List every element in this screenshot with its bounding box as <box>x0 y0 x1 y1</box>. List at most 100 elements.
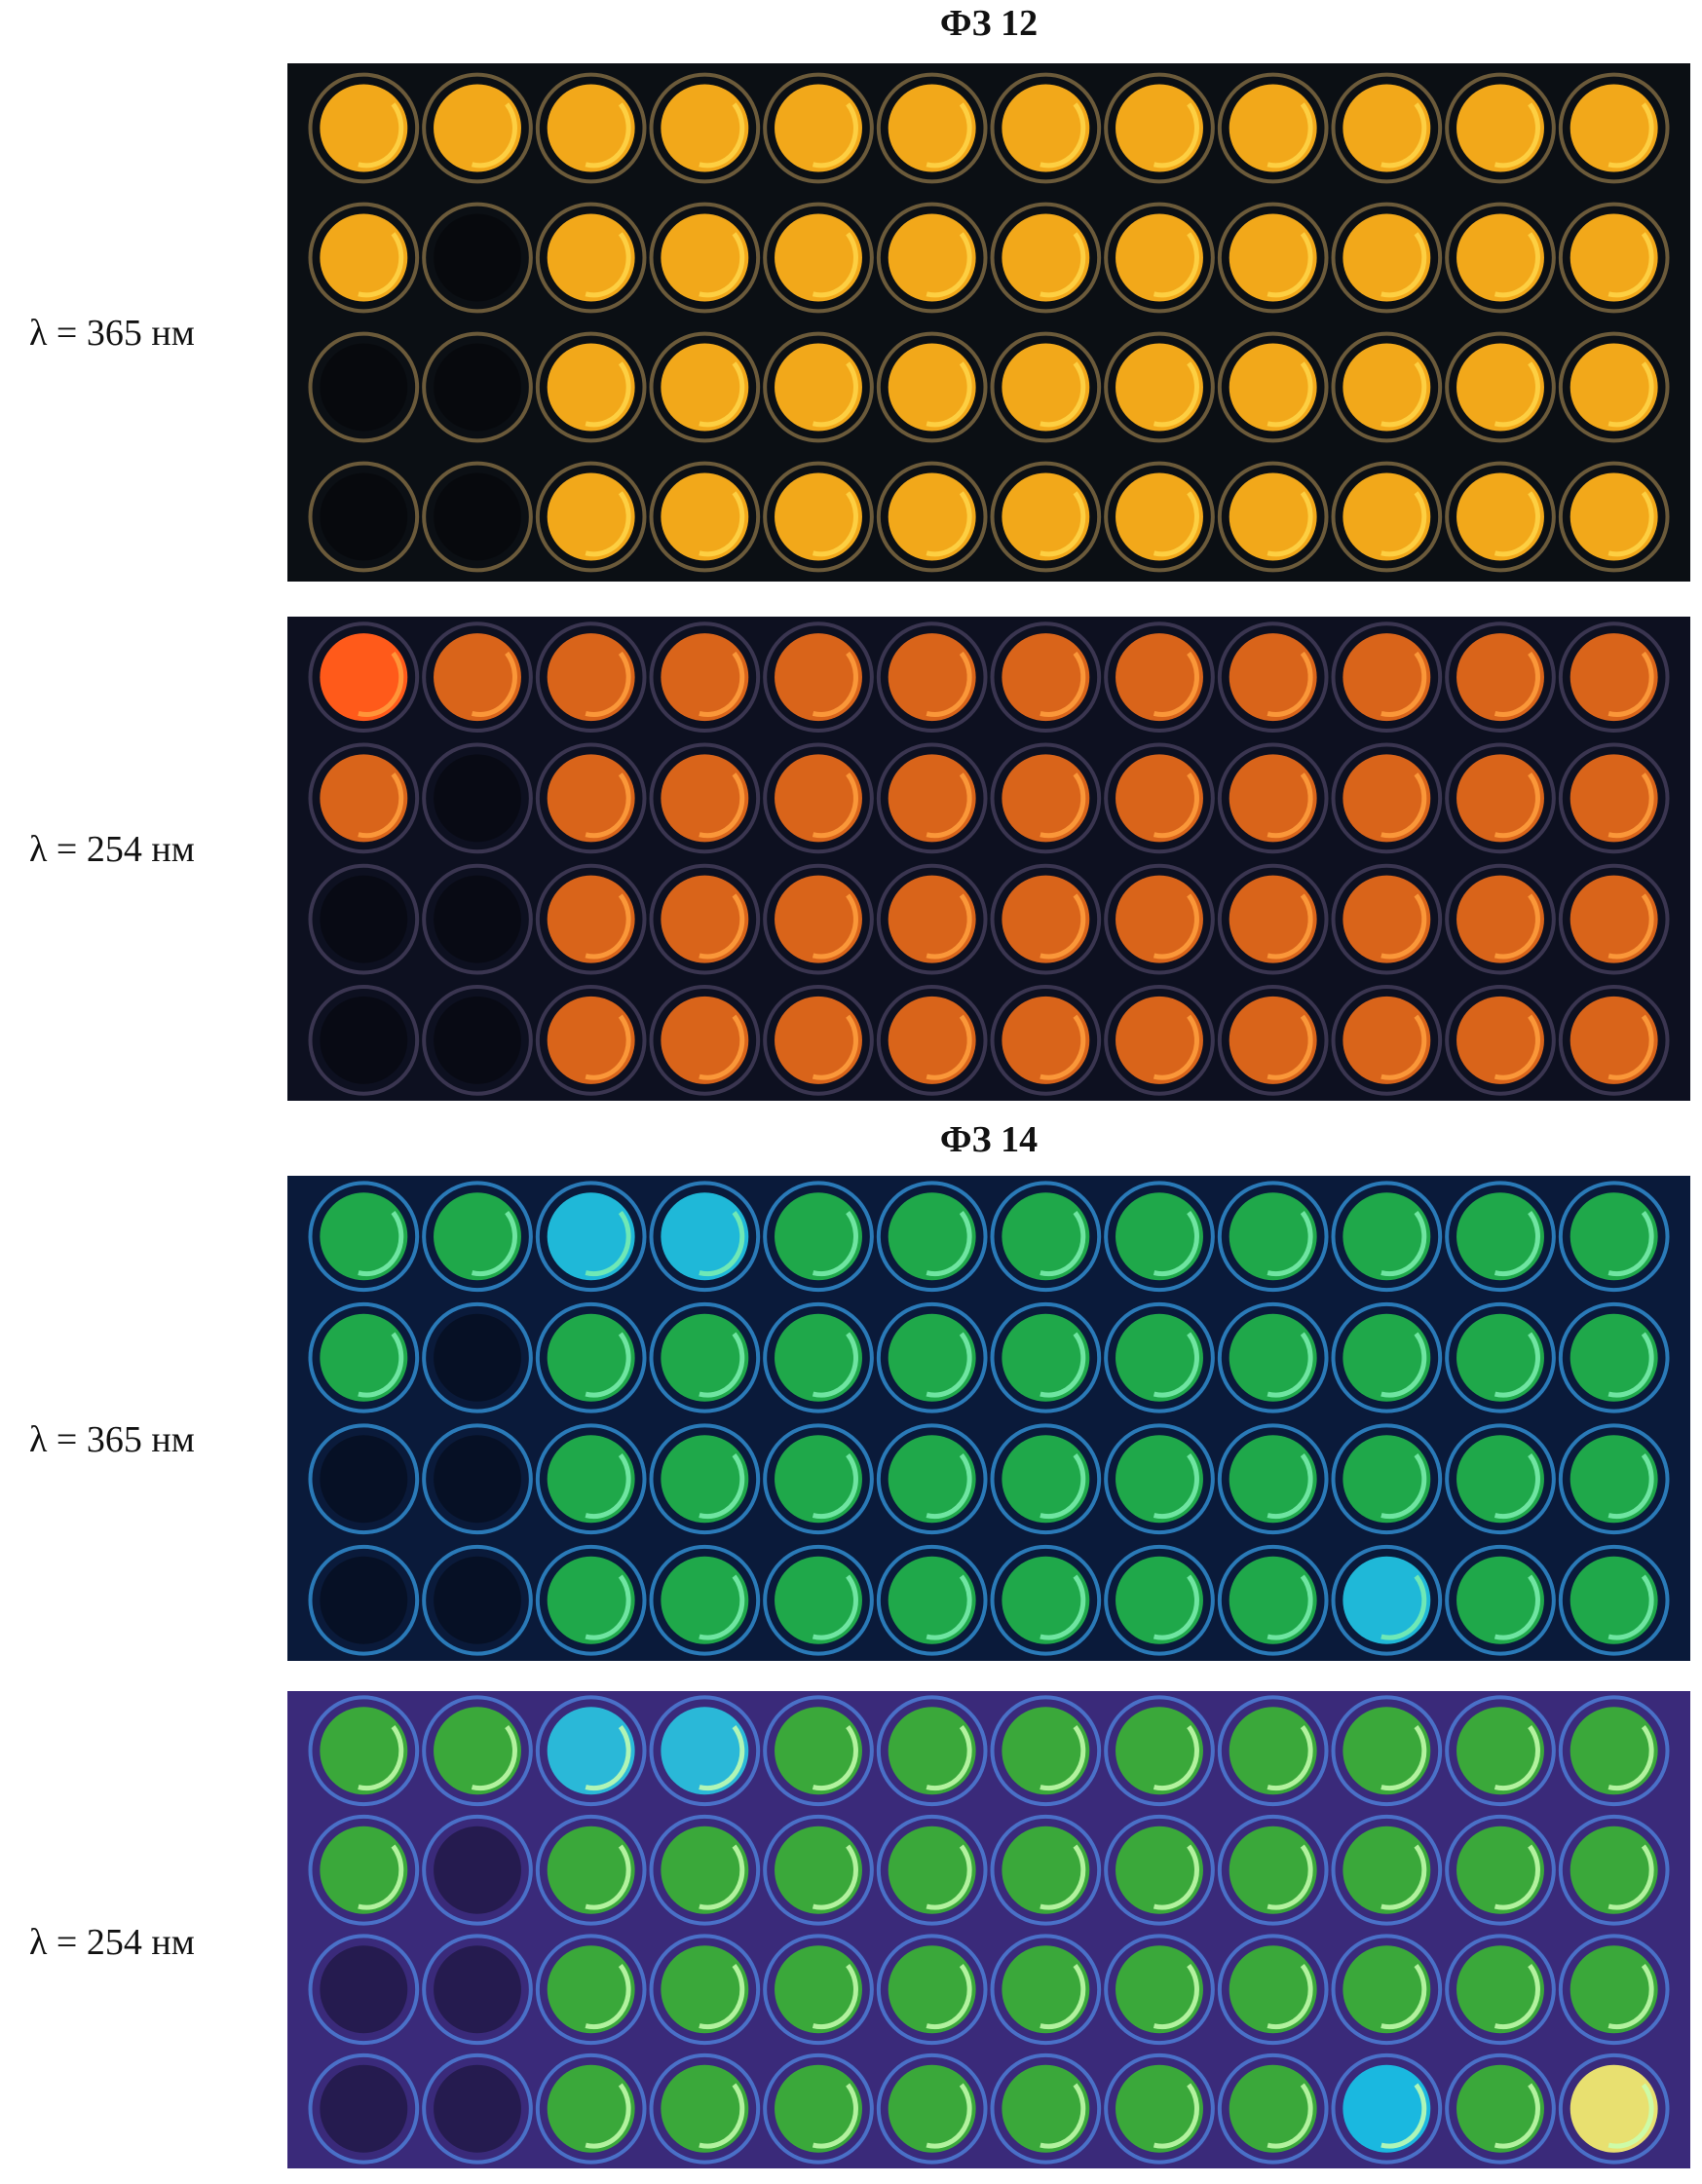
well-rim <box>1558 742 1670 854</box>
well-rim <box>535 1301 647 1413</box>
well-liquid <box>547 472 635 561</box>
well-meniscus <box>926 893 972 960</box>
well-liquid <box>888 343 976 432</box>
well-rim <box>1558 985 1670 1096</box>
well <box>535 1544 647 1656</box>
well <box>876 1181 988 1293</box>
well-rim <box>1104 1181 1215 1293</box>
well <box>763 331 874 443</box>
well-meniscus <box>926 1725 972 1791</box>
well-rim <box>1104 331 1215 443</box>
well-meniscus <box>1153 1211 1199 1277</box>
well-meniscus <box>926 2083 972 2149</box>
well <box>649 1934 761 2046</box>
well-meniscus <box>699 651 745 717</box>
well-meniscus <box>812 1964 858 2030</box>
well-meniscus <box>1381 1574 1427 1640</box>
well-liquid <box>1002 1435 1090 1524</box>
well <box>1104 202 1215 314</box>
well-rim <box>422 1301 533 1413</box>
well-meniscus <box>1494 1964 1540 2030</box>
well-rim <box>763 1934 874 2046</box>
well-liquid <box>434 633 521 722</box>
well <box>1104 1544 1215 1656</box>
well-meniscus <box>926 232 972 298</box>
well-liquid <box>661 472 749 561</box>
well-liquid <box>1570 1707 1658 1795</box>
well-meniscus <box>1607 893 1654 960</box>
well <box>763 1695 874 1807</box>
well <box>308 863 420 975</box>
well-meniscus <box>1494 893 1540 960</box>
well-liquid <box>547 1435 635 1524</box>
well-empty <box>320 2064 408 2153</box>
well <box>763 1181 874 1293</box>
well-meniscus <box>585 893 631 960</box>
well-liquid <box>661 84 749 172</box>
well-rim <box>308 72 420 184</box>
well-meniscus <box>926 1453 972 1520</box>
well-empty <box>434 875 521 963</box>
well <box>308 621 420 733</box>
well-meniscus <box>1607 651 1654 717</box>
well <box>763 863 874 975</box>
well-rim <box>763 985 874 1096</box>
well-meniscus <box>1267 2083 1313 2149</box>
well-meniscus <box>812 1844 858 1910</box>
well-rim <box>649 1695 761 1807</box>
well <box>876 1934 988 2046</box>
well-rim <box>535 1181 647 1293</box>
well <box>1445 1934 1556 2046</box>
well-liquid <box>888 1945 976 2034</box>
panel-label-fz12-365: λ = 365 нм <box>29 313 195 354</box>
well-rim <box>1558 202 1670 314</box>
well-meniscus <box>585 1332 631 1398</box>
well-rim <box>649 72 761 184</box>
well-liquid <box>1456 2064 1544 2153</box>
well-liquid <box>888 84 976 172</box>
well-empty <box>320 1556 408 1644</box>
well <box>422 863 533 975</box>
well-meniscus <box>1267 491 1313 557</box>
well-rim <box>1445 72 1556 184</box>
well-liquid <box>1456 875 1544 963</box>
well-meniscus <box>1494 1211 1540 1277</box>
well-liquid <box>661 1707 749 1795</box>
well <box>535 1181 647 1293</box>
well-rim <box>1104 742 1215 854</box>
well-meniscus <box>812 2083 858 2149</box>
well-rim <box>876 2052 988 2165</box>
well <box>1217 1544 1329 1656</box>
well-liquid <box>1229 1556 1317 1644</box>
well-meniscus <box>699 2083 745 2149</box>
well-liquid <box>547 1826 635 1914</box>
well-liquid <box>661 1945 749 2034</box>
well <box>1558 985 1670 1096</box>
well <box>1104 863 1215 975</box>
well-rim <box>1217 863 1329 975</box>
well <box>308 985 420 1096</box>
well-rim <box>1445 461 1556 573</box>
well-meniscus <box>699 1332 745 1398</box>
well <box>1104 1814 1215 1926</box>
well-liquid <box>1116 472 1203 561</box>
well-meniscus <box>699 102 745 169</box>
well-rim <box>308 985 420 1096</box>
well-liquid <box>888 875 976 963</box>
well-meniscus <box>1267 1964 1313 2030</box>
well-liquid <box>547 996 635 1084</box>
well-liquid <box>888 996 976 1084</box>
well-liquid <box>888 2064 976 2153</box>
well-liquid <box>661 1556 749 1644</box>
well-rim <box>876 1934 988 2046</box>
well <box>876 202 988 314</box>
well-meniscus <box>926 1332 972 1398</box>
well <box>422 461 533 573</box>
well-rim <box>1331 1934 1443 2046</box>
well-empty <box>434 1826 521 1914</box>
well-liquid <box>1456 213 1544 302</box>
well <box>422 2052 533 2165</box>
well-meniscus <box>1381 893 1427 960</box>
well-meniscus <box>699 1574 745 1640</box>
well-liquid <box>547 213 635 302</box>
